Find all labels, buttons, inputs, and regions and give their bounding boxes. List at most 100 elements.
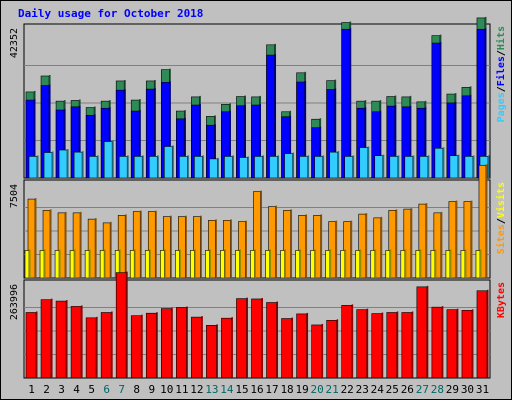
day-label: 5 xyxy=(88,383,95,396)
bar-visits xyxy=(433,211,443,279)
visits-max-label: 7504 xyxy=(9,184,20,208)
day-label: 7 xyxy=(118,383,125,396)
bar-sites xyxy=(190,249,196,279)
bar-visits xyxy=(72,211,82,279)
bar-visits xyxy=(208,219,217,279)
bar-visits xyxy=(87,218,97,279)
day-label: 8 xyxy=(133,383,140,396)
traffic-legend-entry: Pages xyxy=(496,92,507,122)
bar-visits xyxy=(238,220,247,279)
bar-visits xyxy=(162,215,172,279)
bar-sites xyxy=(220,249,226,279)
bar-pages xyxy=(404,155,415,179)
bar-sites xyxy=(280,249,287,279)
bar-sites xyxy=(370,249,377,279)
bar-sites xyxy=(265,249,272,279)
bar-pages xyxy=(419,155,430,179)
bar-kbytes xyxy=(431,306,444,379)
bar-pages xyxy=(43,151,54,179)
bar-sites xyxy=(295,249,302,279)
bar-visits xyxy=(343,220,353,279)
bar-kbytes xyxy=(130,314,143,379)
bar-pages xyxy=(118,155,129,179)
day-label: 26 xyxy=(401,383,414,396)
bar-pages xyxy=(163,145,174,179)
day-label: 23 xyxy=(356,383,369,396)
bar-sites xyxy=(175,249,181,279)
bar-kbytes xyxy=(40,298,53,379)
bar-kbytes xyxy=(251,297,263,379)
bar-kbytes xyxy=(236,297,248,379)
bar-pages xyxy=(269,155,280,179)
day-label: 19 xyxy=(295,383,308,396)
day-label: 20 xyxy=(311,383,324,396)
bar-kbytes xyxy=(341,304,354,379)
day-label: 15 xyxy=(235,383,248,396)
bar-visits xyxy=(193,215,202,279)
bar-sites xyxy=(159,249,166,279)
bar-kbytes xyxy=(371,312,384,379)
bar-sites xyxy=(340,249,347,279)
day-label: 24 xyxy=(371,383,385,396)
kbytes-max-label: 263996 xyxy=(9,284,20,320)
day-label: 30 xyxy=(461,383,474,396)
bar-sites xyxy=(310,249,317,279)
bar-kbytes xyxy=(266,301,279,379)
bar-visits xyxy=(313,214,323,279)
bar-visits xyxy=(268,205,278,279)
day-label: 31 xyxy=(476,383,489,396)
bar-kbytes xyxy=(191,316,203,379)
bar-sites xyxy=(250,249,256,279)
bar-pages xyxy=(103,140,114,179)
bar-visits xyxy=(27,198,37,279)
bar-visits xyxy=(463,200,473,279)
bar-kbytes xyxy=(356,308,369,379)
day-label: 3 xyxy=(58,383,65,396)
bar-kbytes xyxy=(446,308,459,379)
bar-pages xyxy=(28,155,39,179)
bar-visits xyxy=(448,200,458,279)
bar-kbytes xyxy=(386,311,399,379)
day-label: 25 xyxy=(386,383,399,396)
bar-pages xyxy=(194,155,204,179)
bar-visits xyxy=(298,214,308,279)
bar-sites xyxy=(325,249,332,279)
kbytes-legend: KBytes xyxy=(496,282,507,318)
bar-pages xyxy=(58,149,69,179)
bar-visits xyxy=(132,210,142,279)
bar-kbytes xyxy=(221,317,233,379)
bar-pages xyxy=(329,151,340,179)
day-label: 16 xyxy=(250,383,263,396)
day-label: 1 xyxy=(28,383,35,396)
bar-pages xyxy=(464,155,475,179)
bar-pages xyxy=(449,154,460,179)
bar-visits xyxy=(42,209,52,279)
bar-pages xyxy=(179,155,189,179)
chart-title: Daily usage for October 2018 xyxy=(18,7,203,20)
bar-pages xyxy=(344,155,355,179)
bar-pages xyxy=(359,146,370,179)
bar-visits xyxy=(388,209,398,279)
bar-pages xyxy=(389,155,400,179)
bar-pages xyxy=(314,155,325,179)
visits-legend-entry: Visits xyxy=(495,182,507,218)
bar-sites xyxy=(430,249,437,279)
day-label: 21 xyxy=(326,383,339,396)
day-label: 14 xyxy=(220,383,234,396)
visits-legend: Sites/Visits xyxy=(495,182,507,254)
bar-kbytes xyxy=(326,319,339,379)
bar-pages xyxy=(434,147,445,179)
day-label: 27 xyxy=(416,383,429,396)
bar-sites xyxy=(144,249,151,279)
bar-visits xyxy=(223,219,232,279)
bar-visits xyxy=(358,213,368,279)
bar-pages xyxy=(374,154,385,179)
bar-files xyxy=(476,28,487,179)
bar-pages xyxy=(133,155,144,179)
bar-pages xyxy=(73,151,84,179)
bar-kbytes xyxy=(476,289,489,379)
visits-legend-entry: Sites xyxy=(495,224,507,254)
bar-kbytes xyxy=(296,312,309,379)
